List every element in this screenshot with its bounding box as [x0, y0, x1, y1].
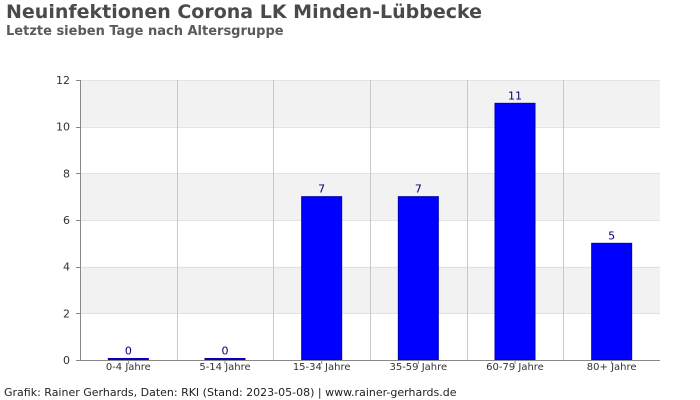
x-tick-label: 35-59 Jahre [389, 362, 447, 373]
y-tick-label: 4 [63, 261, 70, 274]
chart-title: Neuinfektionen Corona LK Minden-Lübbecke [6, 1, 483, 23]
data-label: 5 [608, 229, 615, 242]
x-tick-label: 15-34 Jahre [293, 362, 351, 373]
bar [107, 358, 149, 361]
bar [204, 358, 246, 361]
y-tick-label: 0 [63, 354, 70, 367]
labels: 0 0 7 7 11 5 0 2 4 6 8 10 12 0-4 Jahre 5-14 Jahre 15-34… [56, 74, 637, 373]
data-label: 7 [415, 183, 422, 196]
x-tick-label: 80+ Jahre [587, 362, 637, 373]
bar [591, 242, 633, 361]
axes [76, 80, 660, 364]
y-tick-label: 8 [63, 167, 70, 180]
y-tick-label: 6 [63, 214, 70, 227]
data-label: 7 [318, 183, 325, 196]
data-label: 0 [222, 345, 229, 358]
x-tick-label: 5-14 Jahre [199, 362, 250, 373]
data-label: 0 [125, 345, 132, 358]
bar [301, 196, 343, 361]
bars [107, 102, 633, 361]
bar [397, 196, 439, 361]
y-tick-label: 12 [56, 74, 70, 87]
source-footer: Grafik: Rainer Gerhards, Daten: RKI (Sta… [4, 386, 457, 399]
y-tick-label: 2 [63, 307, 70, 320]
bar [494, 102, 536, 361]
x-tick-label: 60-79 Jahre [486, 362, 544, 373]
chart-subtitle: Letzte sieben Tage nach Altersgruppe [6, 24, 284, 39]
y-tick-label: 10 [56, 121, 70, 134]
x-tick-label: 0-4 Jahre [106, 362, 151, 373]
data-label: 11 [508, 89, 522, 102]
